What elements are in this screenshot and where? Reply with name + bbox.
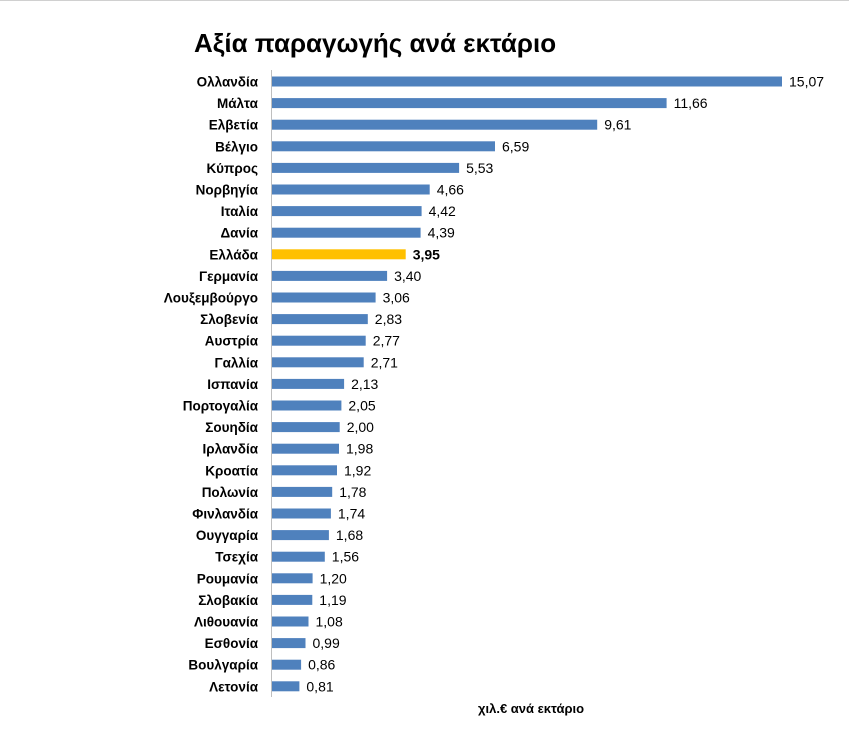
value-label: 15,07: [789, 74, 824, 90]
value-label: 2,00: [347, 419, 374, 435]
category-label: Γερμανία: [199, 269, 259, 284]
category-label: Λουξεμβούργο: [164, 291, 258, 306]
category-label: Τσεχία: [215, 550, 258, 565]
value-label: 3,40: [394, 268, 421, 284]
value-label: 2,05: [348, 398, 375, 414]
category-label: Ιρλανδία: [203, 442, 259, 457]
category-label: Ολλανδία: [197, 75, 259, 90]
value-label: 1,19: [319, 592, 346, 608]
value-label: 4,39: [428, 225, 455, 241]
bar-5: [272, 162, 460, 173]
category-label: Βέλγιο: [215, 139, 258, 154]
category-label: Πορτογαλία: [183, 399, 259, 414]
bar-1: [272, 76, 782, 87]
bar-24: [272, 573, 313, 584]
bar-29: [272, 681, 300, 692]
x-axis-label: χιλ.€ ανά εκτάριο: [478, 701, 585, 716]
value-label: 1,08: [316, 614, 343, 630]
category-label: Γαλλία: [215, 355, 259, 370]
bar-17: [272, 422, 340, 433]
bar-14: [272, 357, 364, 368]
category-label: Ελβετία: [209, 118, 259, 133]
value-label: 2,71: [371, 354, 398, 370]
bar-6: [272, 184, 430, 195]
bar-12: [272, 314, 368, 325]
bar-13: [272, 335, 366, 346]
category-label: Δανία: [220, 226, 258, 241]
bar-11: [272, 292, 376, 303]
category-label: Ελλάδα: [209, 247, 258, 262]
category-label: Εσθονία: [205, 636, 259, 651]
value-label: 1,20: [320, 570, 347, 586]
category-label: Ουγγαρία: [196, 528, 259, 543]
category-label: Σλοβενία: [200, 312, 259, 327]
bar-15: [272, 378, 345, 389]
value-label: 1,56: [332, 549, 359, 565]
value-label: 11,66: [674, 95, 708, 111]
bar-20: [272, 486, 333, 497]
bar-4: [272, 141, 495, 152]
bar-10: [272, 270, 388, 281]
value-label: 4,66: [437, 182, 464, 198]
chart-title: Αξία παραγωγής ανά εκτάριο: [194, 28, 557, 58]
bar-16: [272, 400, 342, 411]
value-label: 1,74: [338, 506, 365, 522]
value-label: 1,78: [339, 484, 366, 500]
value-label: 4,42: [429, 203, 456, 219]
value-label: 0,99: [313, 635, 340, 651]
category-label: Σουηδία: [205, 420, 258, 435]
category-label: Λετονία: [209, 679, 259, 694]
category-label: Πολωνία: [202, 485, 259, 500]
value-label: 0,86: [308, 657, 335, 673]
value-label: 2,83: [375, 311, 402, 327]
bar-7: [272, 206, 422, 217]
bar-2: [272, 98, 667, 109]
category-label: Ισπανία: [207, 377, 259, 392]
value-label: 1,68: [336, 527, 363, 543]
bar-9: [272, 249, 406, 260]
value-label: 6,59: [502, 138, 529, 154]
bar-8: [272, 227, 421, 238]
value-label: 3,06: [383, 290, 410, 306]
category-label: Κροατία: [205, 463, 258, 478]
value-label: 5,53: [466, 160, 493, 176]
value-label: 3,95: [413, 246, 440, 262]
category-label: Σλοβακία: [198, 593, 259, 608]
category-label: Βουλγαρία: [188, 658, 258, 673]
category-label: Αυστρία: [205, 334, 259, 349]
value-label: 1,92: [344, 462, 371, 478]
value-label: 2,13: [351, 376, 378, 392]
category-label: Ρουμανία: [197, 571, 259, 586]
bar-22: [272, 530, 329, 541]
category-label: Μάλτα: [217, 96, 259, 111]
value-label: 2,77: [373, 333, 400, 349]
value-label: 0,81: [306, 678, 333, 694]
category-label: Νορβηγία: [196, 183, 259, 198]
category-label: Ιταλία: [221, 204, 259, 219]
category-label: Κύπρος: [206, 161, 258, 176]
bar-26: [272, 616, 309, 627]
bar-27: [272, 638, 306, 649]
bar-21: [272, 508, 331, 519]
category-label: Φινλανδία: [192, 507, 258, 522]
top-border: [0, 0, 849, 1]
bar-23: [272, 551, 325, 562]
bar-25: [272, 594, 313, 605]
value-label: 1,98: [346, 441, 373, 457]
bar-18: [272, 443, 339, 454]
value-label: 9,61: [604, 117, 631, 133]
category-label: Λιθουανία: [194, 615, 259, 630]
bar-19: [272, 465, 337, 476]
bar-3: [272, 119, 598, 130]
bar-28: [272, 659, 302, 670]
